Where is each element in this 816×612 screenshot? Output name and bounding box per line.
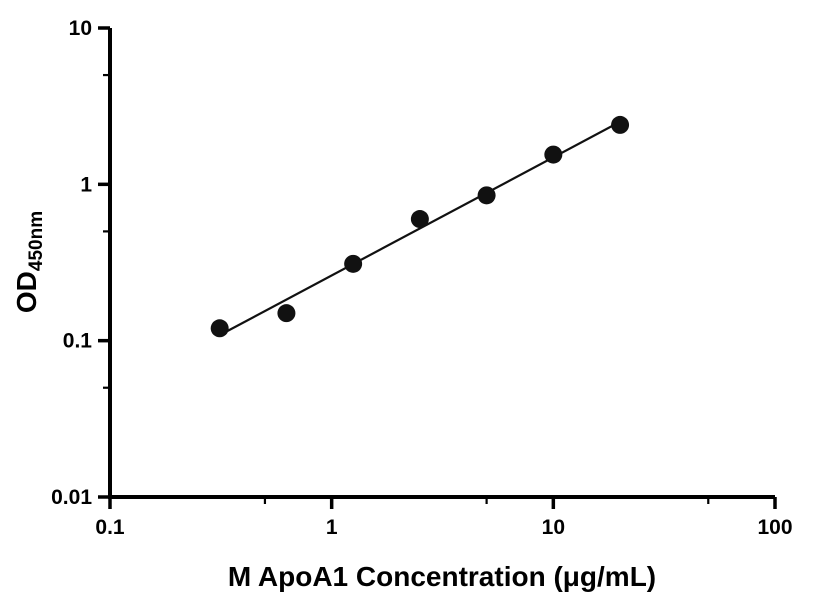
x-axis-title: M ApoA1 Concentration (μg/mL) [228,561,656,592]
y-axis-tick-label: 10 [69,17,92,40]
y-axis-title-main: OD [11,271,42,313]
data-point [477,186,496,205]
data-point [544,145,563,164]
data-point [611,115,630,134]
data-point [277,304,296,323]
y-axis-title: OD450nm [11,211,47,313]
x-axis-tick-label: 1 [326,516,338,539]
x-axis-tick-label: 10 [542,516,565,539]
axis-spines [108,28,775,499]
y-axis-title-sub: 450nm [26,211,47,271]
y-axis-tick-label: 1 [80,173,92,196]
data-series [210,115,630,338]
data-point [344,254,363,273]
x-axis-tick-label: 100 [757,516,792,539]
data-point [210,319,229,338]
x-axis-tick-label: 0.1 [95,516,125,539]
data-point [410,210,429,229]
y-axis-tick-label: 0.01 [51,486,92,509]
y-axis-tick-label: 0.1 [63,330,93,353]
